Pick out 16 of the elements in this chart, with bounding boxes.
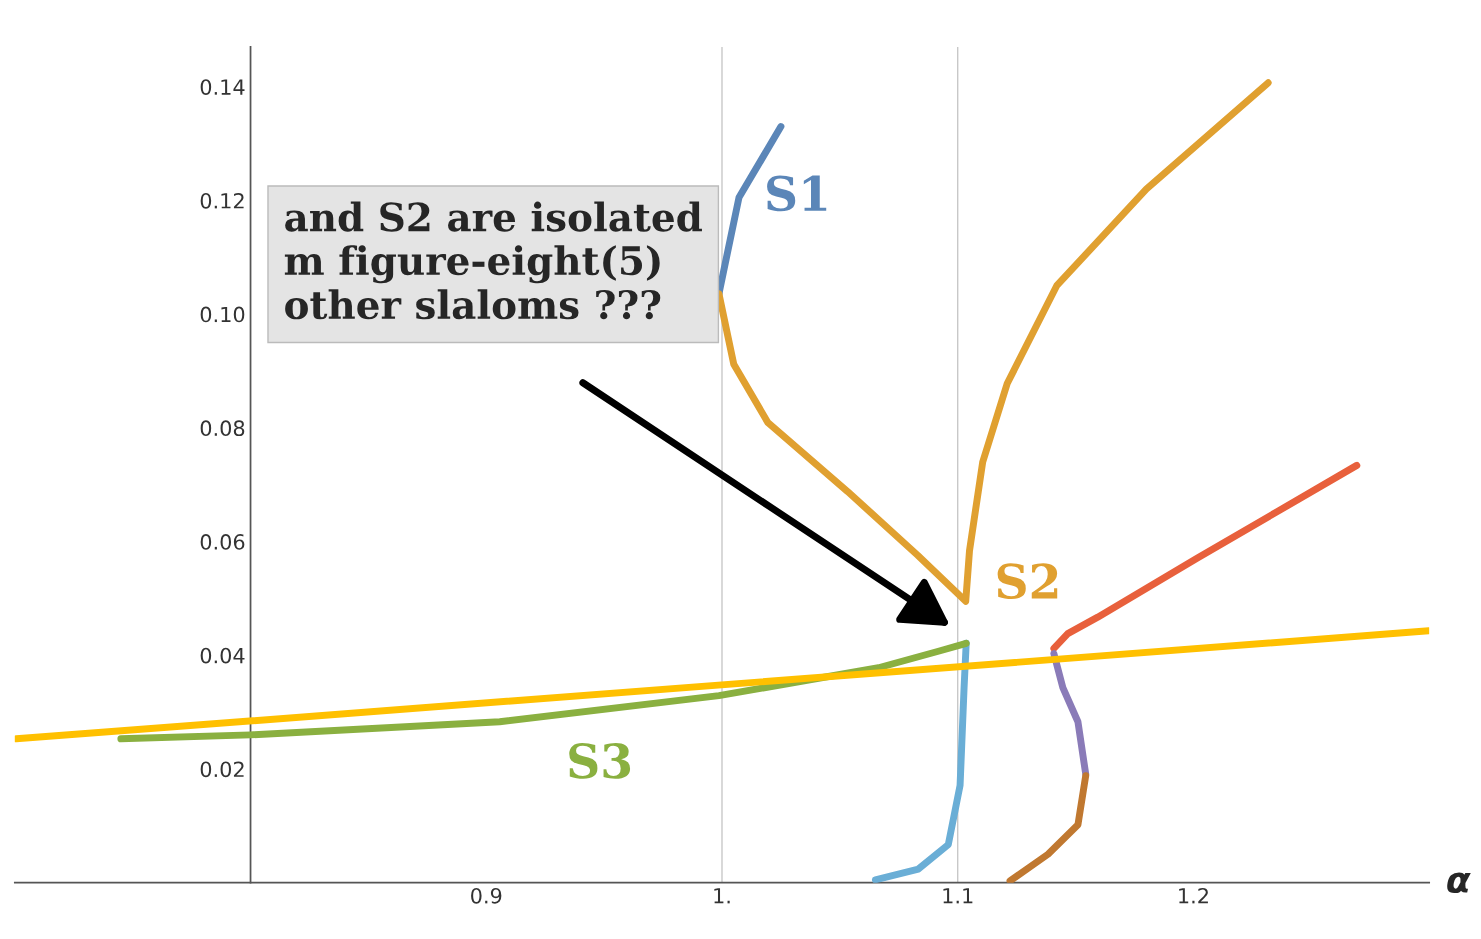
y-tick-label: 0.10 bbox=[200, 306, 245, 323]
series-label: S1 bbox=[767, 175, 827, 212]
y-tick-label: 0.12 bbox=[200, 192, 244, 209]
x-tick-label: 1.1 bbox=[943, 888, 973, 904]
y-tick-label: 0.06 bbox=[200, 534, 245, 550]
x-tick-label: 1. bbox=[714, 888, 730, 904]
series-label: S3 bbox=[569, 743, 631, 779]
annotation: and S2 are isolated m figure-eight(5) other slaloms ??? bbox=[284, 201, 702, 320]
x-tick-label: 0.9 bbox=[471, 887, 502, 904]
x-tick-label: 1.2 bbox=[1179, 887, 1208, 904]
x-axis-title: α bbox=[1447, 872, 1471, 894]
y-tick-label: 0.04 bbox=[200, 647, 245, 664]
y-tick-label: 0.14 bbox=[200, 79, 245, 95]
y-tick-label: 0.02 bbox=[200, 761, 244, 778]
y-tick-label: 0.08 bbox=[200, 420, 245, 437]
series-label: S2 bbox=[997, 563, 1058, 600]
